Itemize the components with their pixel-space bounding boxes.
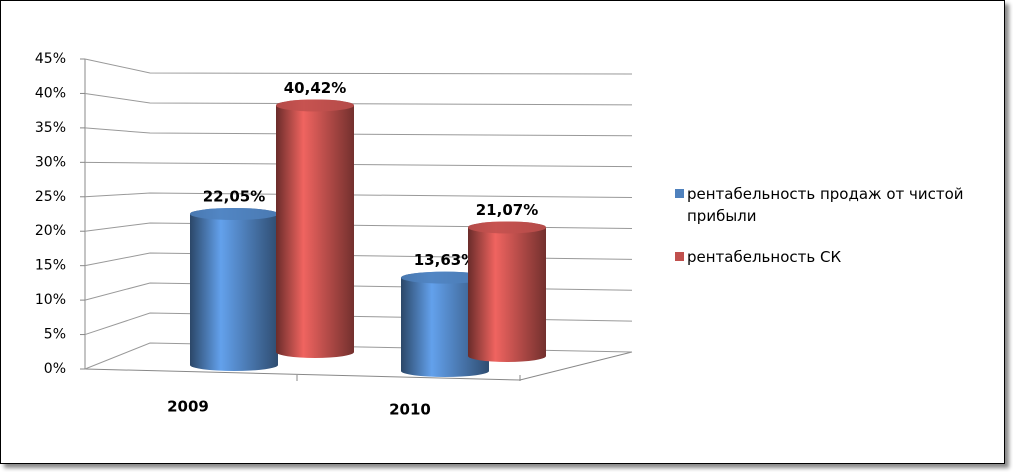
value-label: 40,42% — [284, 79, 346, 97]
y-tick-label: 10% — [35, 292, 66, 308]
legend-item: рентабельность продаж от чистой прибыли — [670, 183, 1000, 227]
grid-line — [84, 222, 633, 232]
y-tick-label: 5% — [44, 327, 66, 343]
grid-line — [84, 127, 633, 137]
value-label: 13,63% — [414, 251, 476, 269]
bar — [276, 99, 354, 358]
bar-top — [190, 207, 278, 220]
y-tick-label: 30% — [35, 154, 66, 170]
bar-top — [401, 271, 489, 284]
grid-line — [84, 161, 633, 168]
bar — [468, 221, 546, 362]
bar — [190, 207, 278, 371]
x-tick-label: 2009 — [167, 398, 209, 416]
grid-line — [84, 92, 633, 106]
value-label: 22,05% — [203, 187, 265, 205]
floor — [84, 351, 633, 381]
value-label: 21,07% — [476, 201, 538, 219]
x-tick-label: 2010 — [389, 401, 431, 419]
legend-label: рентабельность СК — [687, 248, 842, 266]
y-tick-label: 15% — [35, 258, 66, 274]
y-tick-label: 45% — [35, 51, 66, 67]
y-tick-label: 35% — [35, 120, 66, 136]
y-tick-label: 25% — [35, 189, 66, 205]
legend-swatch — [675, 189, 684, 198]
bar — [401, 271, 489, 377]
grid-line — [84, 282, 633, 301]
bar-top — [276, 99, 354, 112]
legend-label: рентабельность продаж от чистой прибыли — [687, 185, 964, 225]
grid-line — [84, 252, 633, 267]
legend-swatch — [675, 252, 684, 261]
y-tick-label: 0% — [44, 361, 66, 377]
grid-line — [84, 58, 633, 75]
grid-line — [84, 192, 633, 199]
grid-line — [84, 312, 633, 336]
bar-top — [468, 221, 546, 234]
grid-line — [84, 342, 633, 370]
y-tick-label: 20% — [35, 223, 66, 239]
y-tick-label: 40% — [35, 85, 66, 101]
legend-item: рентабельность СК — [670, 246, 1000, 268]
